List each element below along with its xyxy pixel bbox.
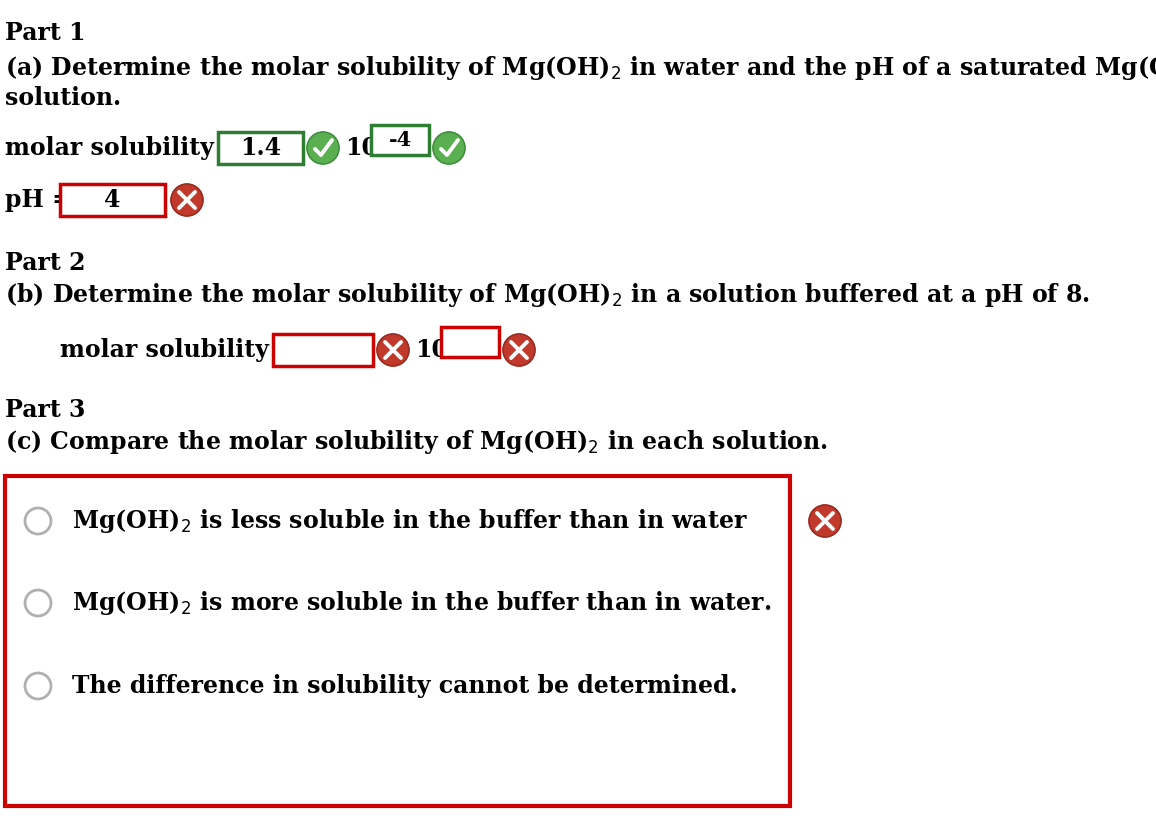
Text: 4: 4 xyxy=(104,188,120,212)
FancyBboxPatch shape xyxy=(5,476,790,806)
Circle shape xyxy=(171,184,203,216)
Text: Mg(OH)$_2$ is less soluble in the buffer than in water: Mg(OH)$_2$ is less soluble in the buffer… xyxy=(72,507,748,535)
Text: The difference in solubility cannot be determined.: The difference in solubility cannot be d… xyxy=(72,674,738,698)
Text: Part 3: Part 3 xyxy=(5,398,86,422)
Text: -4: -4 xyxy=(388,130,412,150)
Text: solution.: solution. xyxy=(5,86,121,110)
Circle shape xyxy=(434,132,465,164)
Text: 10: 10 xyxy=(344,136,378,160)
Circle shape xyxy=(377,334,409,366)
Text: Mg(OH)$_2$ is more soluble in the buffer than in water.: Mg(OH)$_2$ is more soluble in the buffer… xyxy=(72,589,771,617)
Circle shape xyxy=(503,334,535,366)
Text: pH =: pH = xyxy=(5,188,80,212)
Text: Part 1: Part 1 xyxy=(5,21,86,45)
Text: 1.4: 1.4 xyxy=(240,136,281,160)
FancyBboxPatch shape xyxy=(440,327,499,357)
Circle shape xyxy=(307,132,339,164)
Text: 10: 10 xyxy=(415,338,449,362)
Circle shape xyxy=(809,505,842,537)
Text: (c) Compare the molar solubility of Mg(OH)$_2$ in each solution.: (c) Compare the molar solubility of Mg(O… xyxy=(5,428,828,456)
FancyBboxPatch shape xyxy=(371,125,429,155)
Text: (b) Determine the molar solubility of Mg(OH)$_2$ in a solution buffered at a pH : (b) Determine the molar solubility of Mg… xyxy=(5,281,1090,309)
Text: molar solubility =: molar solubility = xyxy=(60,338,305,362)
FancyBboxPatch shape xyxy=(273,334,373,366)
Text: molar solubility =: molar solubility = xyxy=(5,136,250,160)
FancyBboxPatch shape xyxy=(60,184,165,216)
Text: (a) Determine the molar solubility of Mg(OH)$_2$ in water and the pH of a satura: (a) Determine the molar solubility of Mg… xyxy=(5,54,1156,82)
Text: Part 2: Part 2 xyxy=(5,251,86,275)
FancyBboxPatch shape xyxy=(218,132,303,164)
